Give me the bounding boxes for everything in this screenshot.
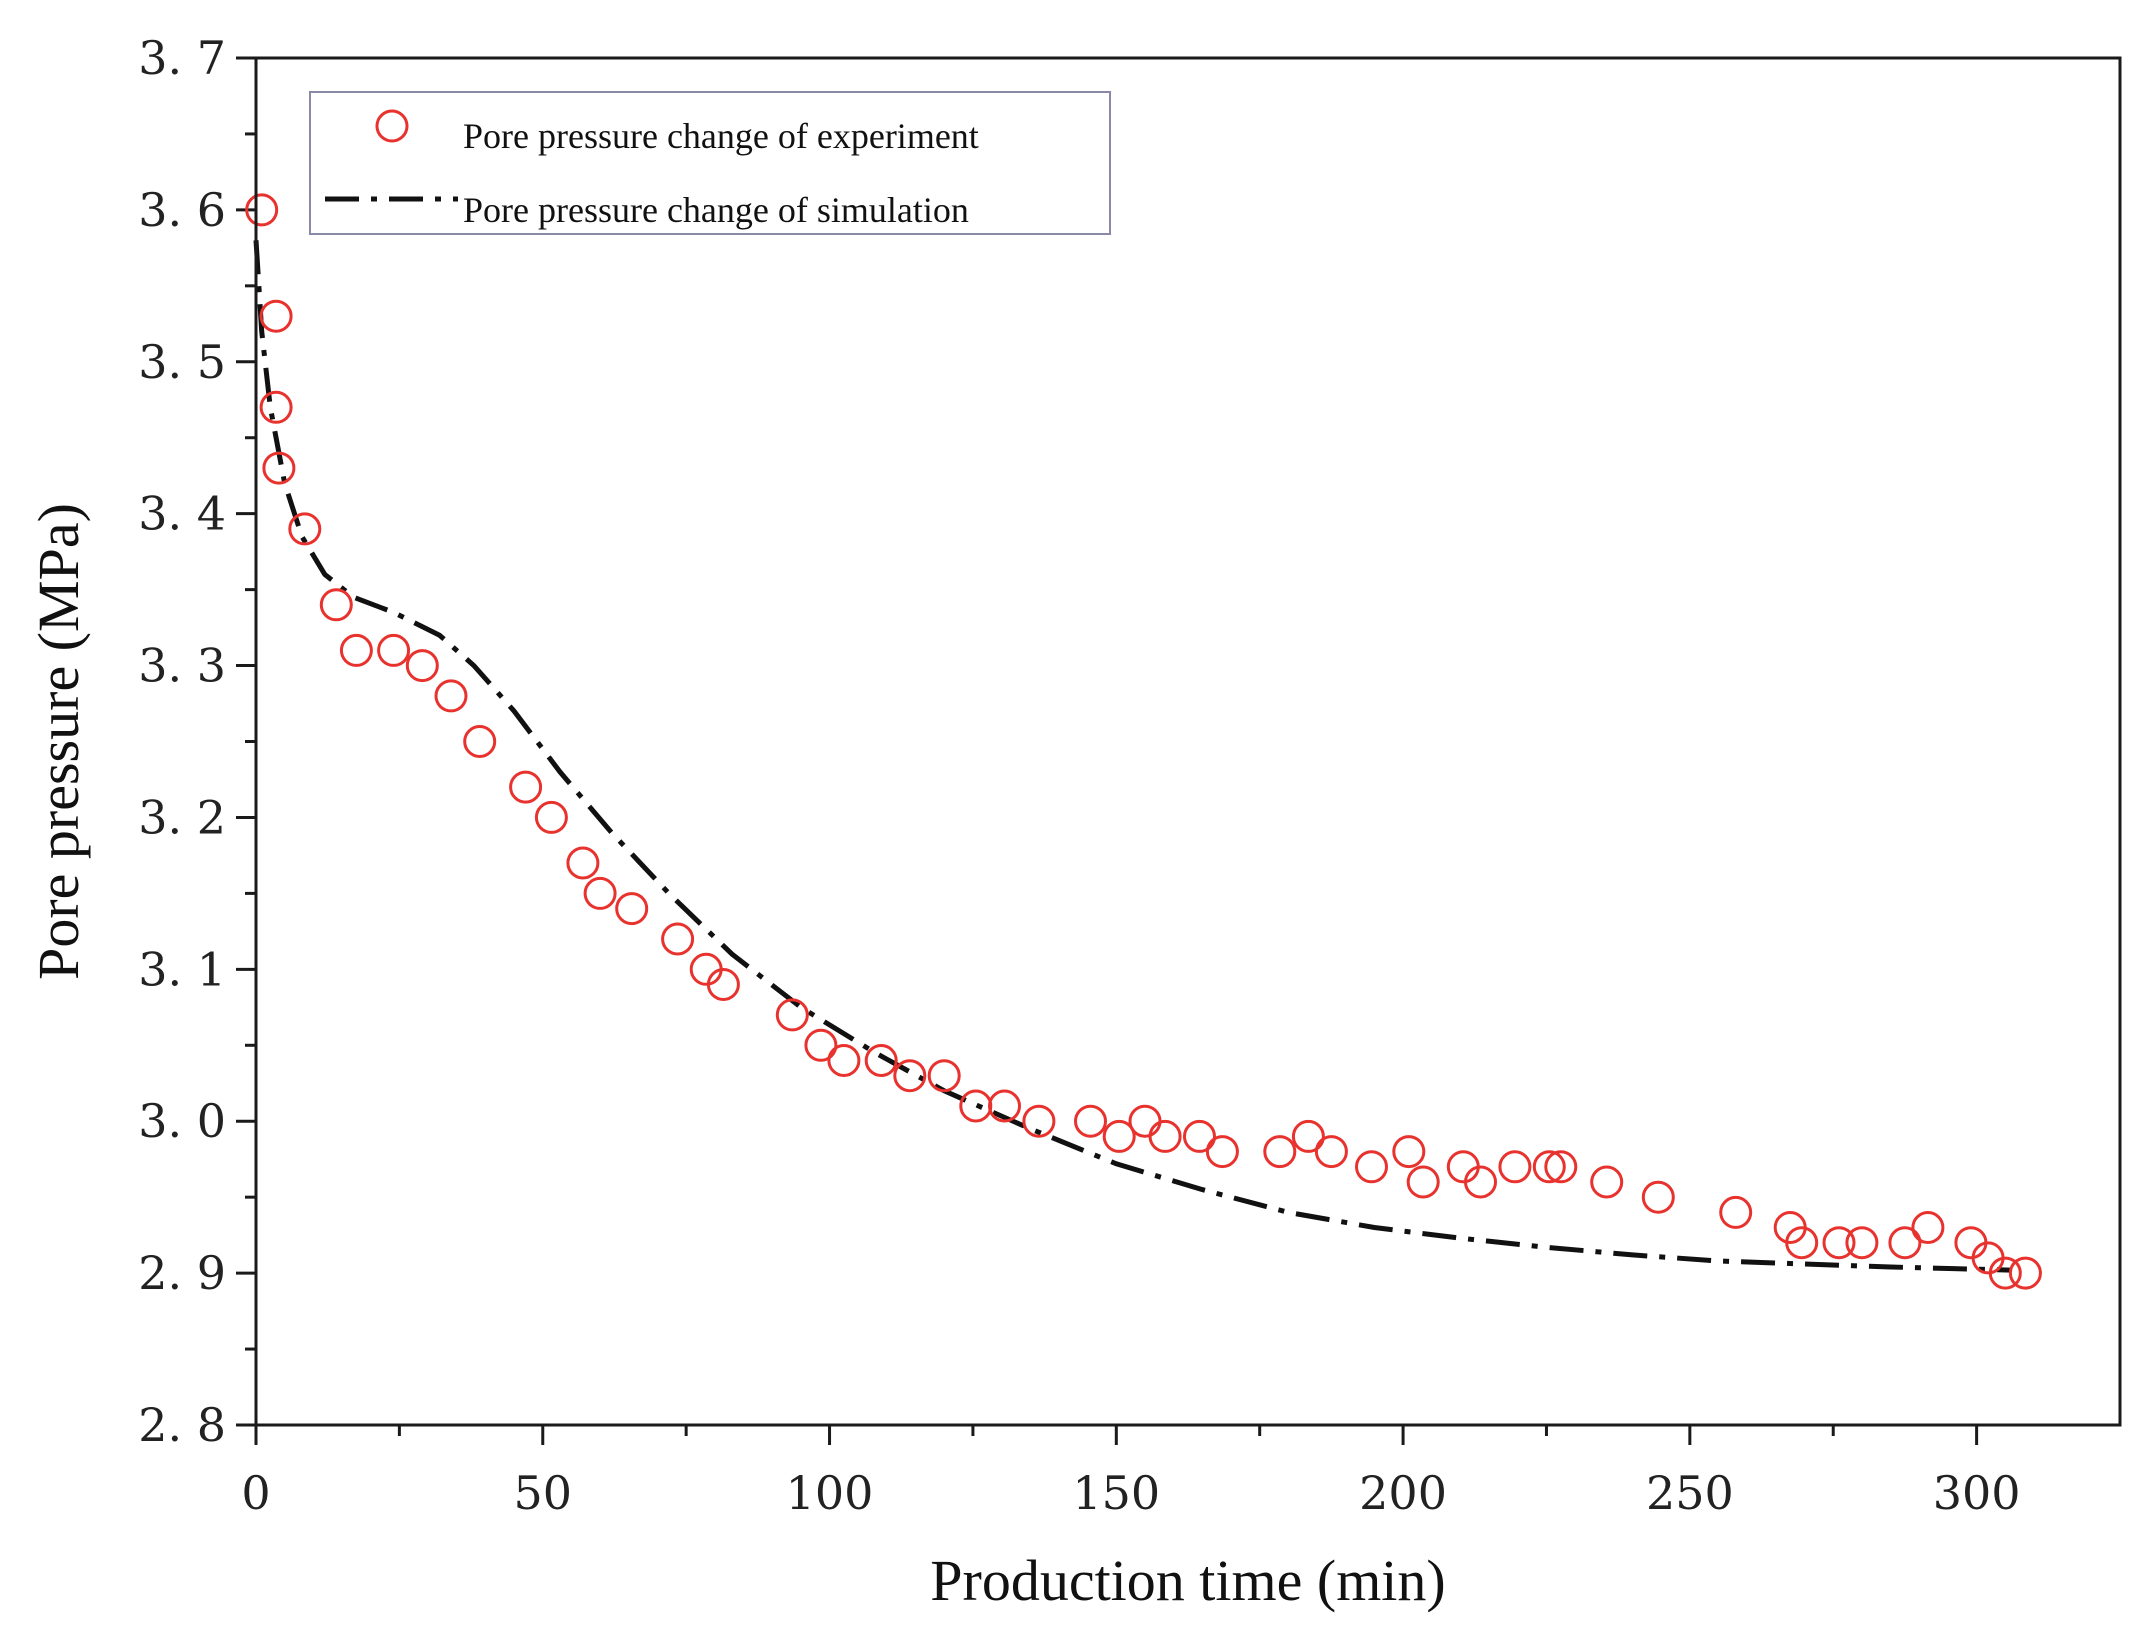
experiment-point [1464,1165,1497,1199]
experiment-point [1590,1165,1624,1199]
y-tick-label: 3. 3 [138,639,226,693]
y-tick-label: 3. 1 [138,942,226,996]
x-tick-label: 250 [1646,1466,1734,1520]
y-tick-label: 3. 6 [138,183,226,237]
x-tick-label: 300 [1933,1466,2021,1520]
simulation-series [253,240,2012,1273]
y-tick-label: 3. 4 [138,487,226,541]
experiment-point [893,1059,927,1093]
experiment-point [1911,1211,1945,1244]
experiment-point [245,193,279,227]
x-tick-label: 150 [1072,1466,1160,1520]
x-tick-label: 100 [786,1466,874,1520]
experiment-point [927,1059,961,1093]
experiment-point [1988,1256,2022,1290]
axis-ticks [236,56,1979,1445]
experiment-point [534,800,568,834]
experiment-point [1719,1195,1753,1229]
legend-experiment-marker [375,109,409,143]
experiment-point [1544,1150,1578,1184]
experiment-point [706,968,740,1001]
experiment-series [245,193,2042,1290]
experiment-point [339,633,373,667]
experiment-point [583,876,617,910]
experiment-point [661,922,695,956]
experiment-point [804,1028,838,1062]
x-axis-title: Production time (min) [930,1548,1446,1613]
experiment-point [319,588,353,622]
experiment-point [615,892,649,926]
experiment-point [1148,1119,1182,1153]
experiment-point [1205,1135,1239,1169]
experiment-point [1785,1226,1819,1260]
experiment-point [1022,1104,1056,1138]
experiment-point [377,633,411,667]
experiment-point [1498,1150,1532,1184]
y-tick-label: 3. 7 [138,31,226,85]
experiment-point [2008,1256,2042,1290]
experiment-point [463,725,497,758]
legend: Pore pressure change of experiment Pore … [309,91,1111,235]
y-tick-label: 2. 8 [138,1398,226,1452]
x-tick-label: 200 [1359,1466,1447,1520]
experiment-point [434,679,468,713]
experiment-point [1641,1180,1675,1214]
experiment-point [1263,1135,1297,1169]
experiment-point [1074,1104,1107,1138]
experiment-point [262,451,296,485]
experiment-point [1291,1119,1325,1153]
experiment-point [1314,1135,1348,1169]
experiment-point [1355,1150,1388,1184]
experiment-point [1102,1119,1136,1153]
experiment-point [864,1044,898,1077]
experiment-point [827,1044,861,1077]
legend-experiment-label: Pore pressure change of experiment [463,116,979,156]
experiment-point [405,649,439,683]
experiment-point [1845,1226,1879,1260]
legend-box [309,91,1111,235]
experiment-point [566,846,600,880]
experiment-point [1183,1119,1216,1153]
experiment-point [988,1089,1021,1123]
y-tick-label: 3. 0 [138,1094,226,1148]
experiment-point [1532,1150,1566,1184]
experiment-point [259,390,293,424]
plot-frame [254,56,2122,1427]
x-tick-label: 0 [241,1466,270,1520]
experiment-point [1822,1226,1856,1260]
x-tick-label: 50 [513,1466,572,1520]
experiment-point [1888,1226,1922,1260]
experiment-point [259,299,293,333]
experiment-point [288,512,322,546]
y-tick-label: 2. 9 [138,1246,226,1300]
y-tick-label: 3. 2 [138,790,226,844]
y-tick-label: 3. 5 [138,335,226,389]
y-axis-title: Pore pressure (MPa) [26,503,91,980]
axis-tick-labels: 0 50 100 150 200 250 300 2. 8 2. 9 3. 0 3. 1 3. 2 3.… [138,31,2020,1520]
experiment-point [1406,1165,1440,1199]
simulation-line [253,240,2012,1273]
legend-simulation-label: Pore pressure change of simulation [463,190,969,230]
experiment-point [509,770,543,804]
experiment-point [775,998,809,1032]
experiment-point [1392,1135,1426,1169]
